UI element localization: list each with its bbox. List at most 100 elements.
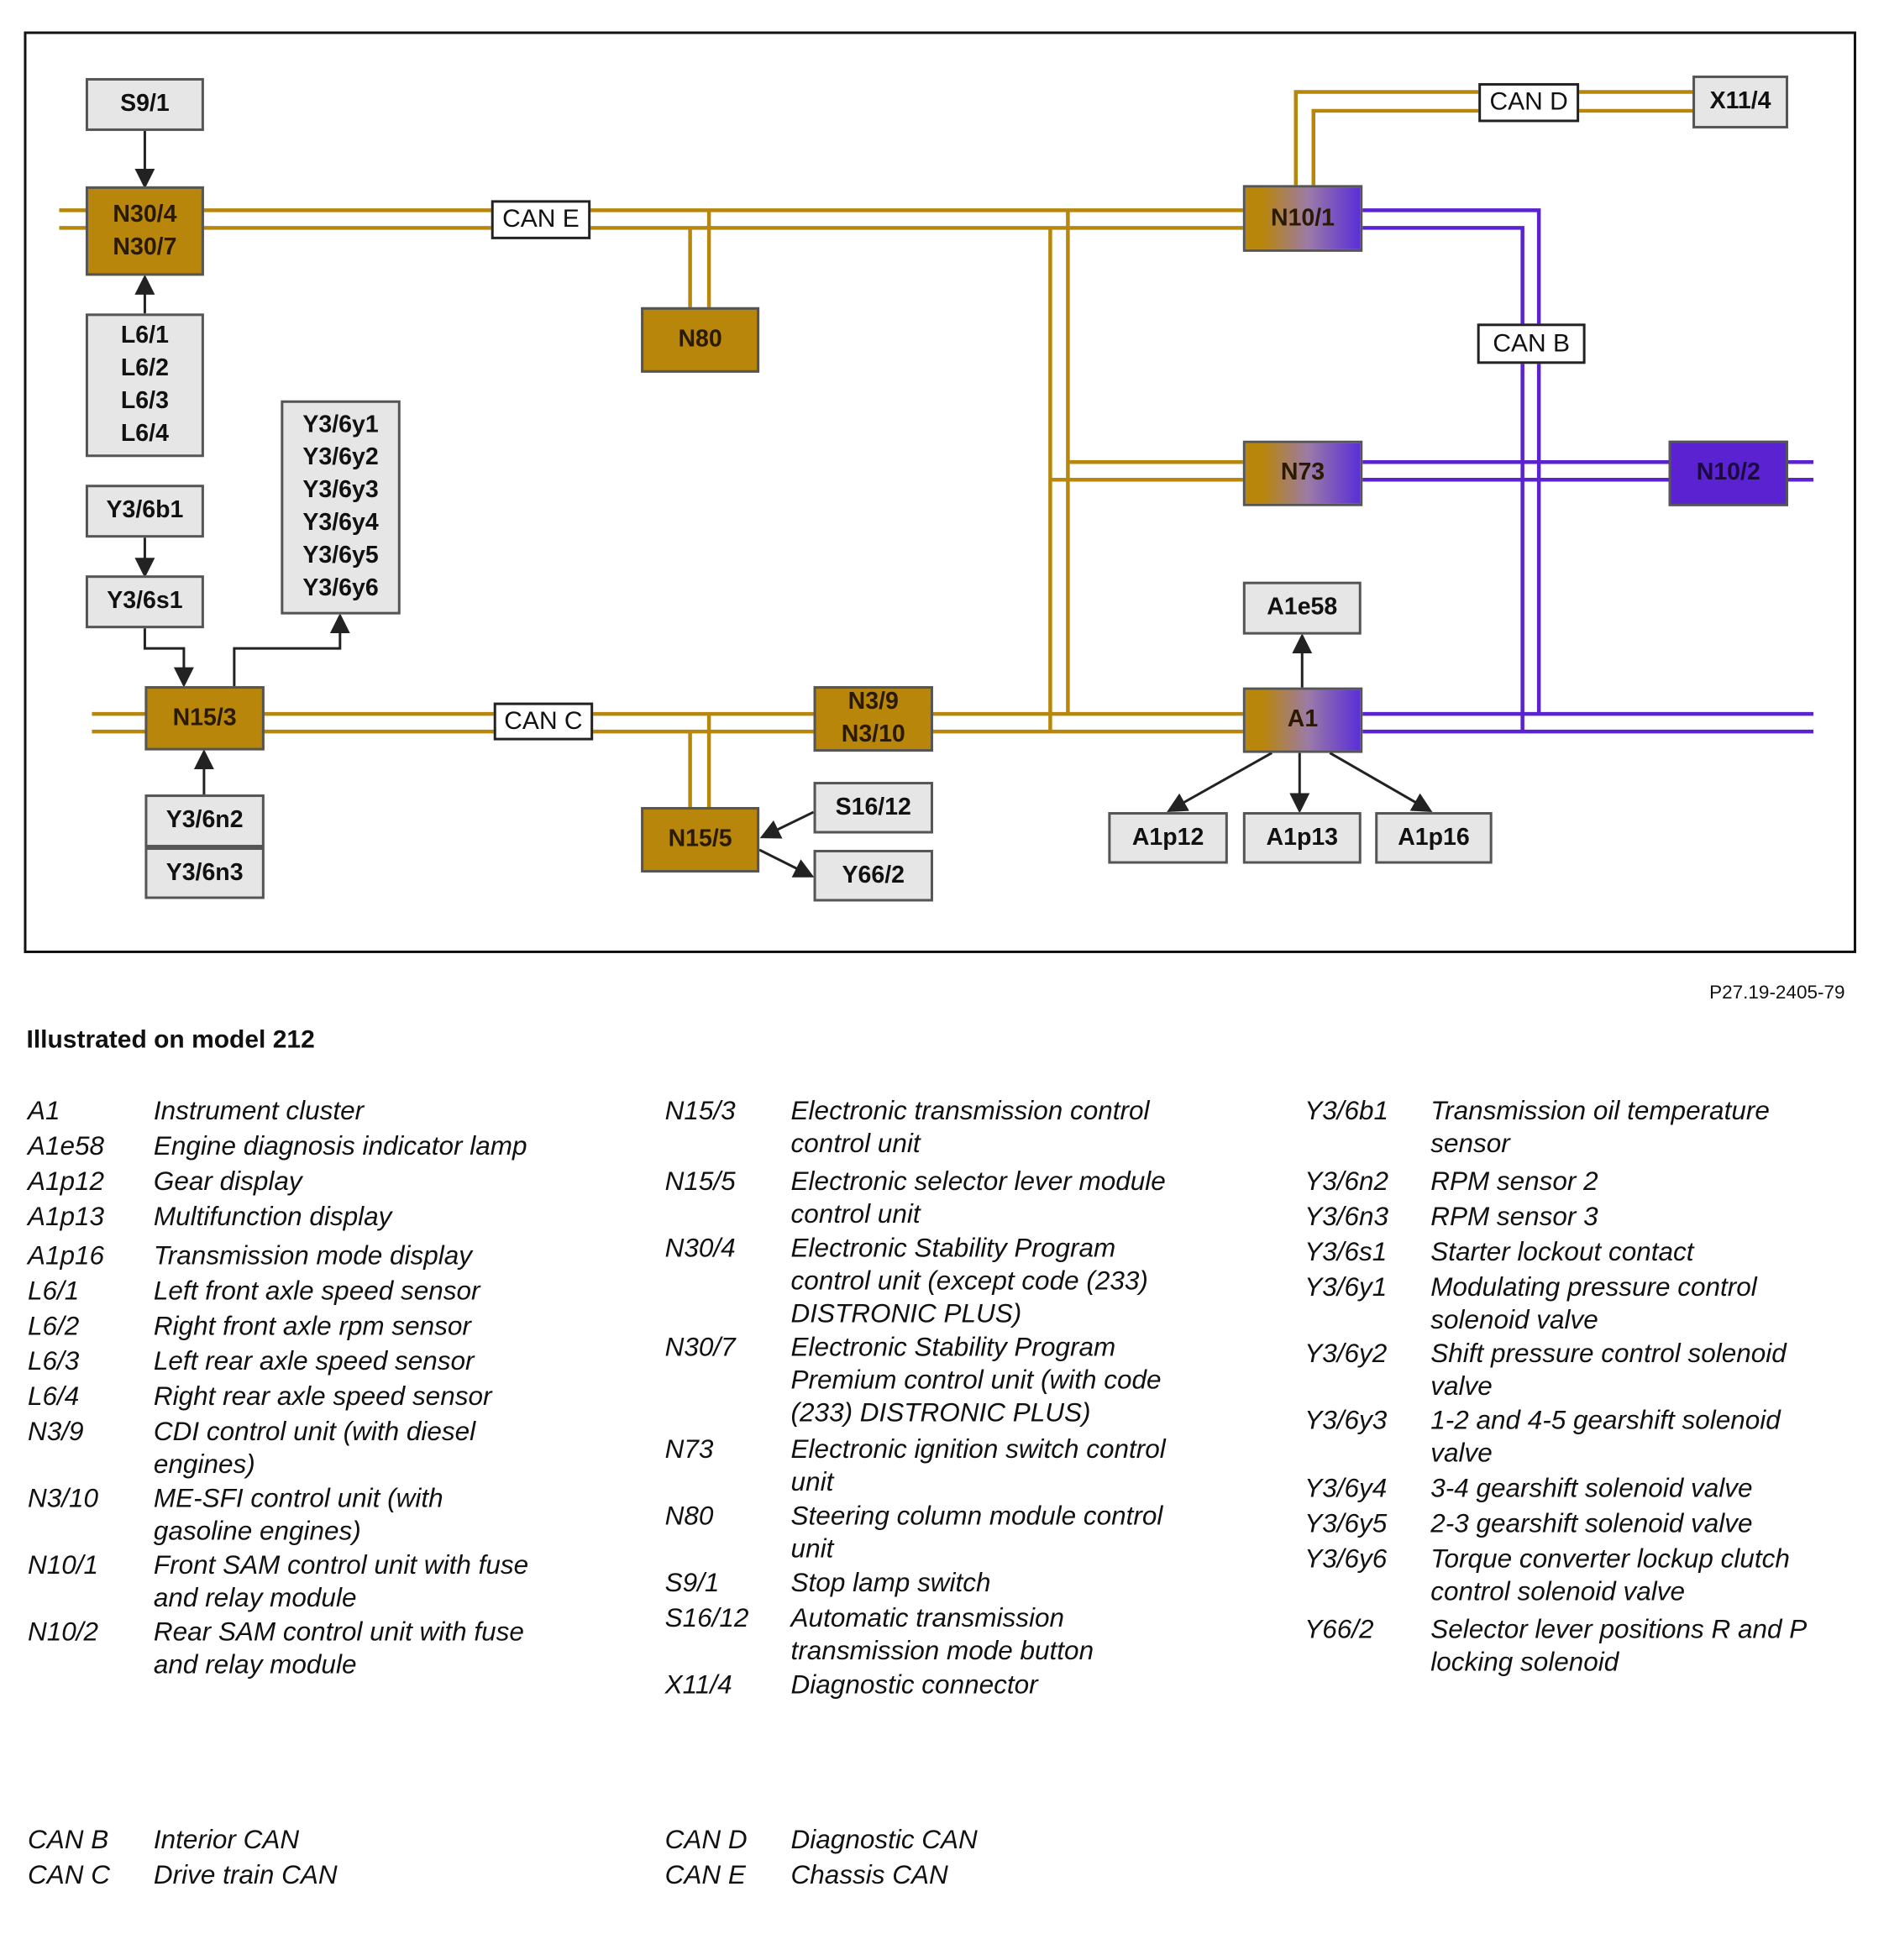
bus-label-can-b: CAN B [1477, 323, 1586, 364]
component-a1e58: A1e58 [1242, 581, 1362, 635]
figure-code: P27.19-2405-79 [1709, 982, 1845, 1004]
component-a1p16: A1p16 [1375, 812, 1493, 864]
legend-description: Left rear axle speed sensor [153, 1347, 475, 1376]
component-label: L6/2 [120, 354, 169, 382]
bus-label-can-e: CAN E [491, 200, 591, 239]
component-label: Y3/6y4 [302, 510, 379, 537]
component-a1p13: A1p13 [1242, 812, 1362, 864]
legend-code: Y3/6b1 [1304, 1096, 1389, 1126]
legend-description: Interior CAN [153, 1825, 300, 1855]
legend-description: Diagnostic CAN [790, 1825, 978, 1855]
component-a1: A1 [1242, 687, 1363, 753]
legend-code: A1e58 [27, 1131, 105, 1161]
component-n3: N3/9 N3/10 [813, 686, 933, 752]
legend-description: Right front axle rpm sensor [153, 1312, 471, 1341]
component-label: Y3/6y2 [302, 444, 379, 471]
legend-description: Chassis CAN [790, 1860, 948, 1890]
legend-description: 3-4 gearshift solenoid valve [1430, 1474, 1753, 1504]
bus-label-can-c: CAN C [493, 702, 594, 741]
legend-code: S9/1 [664, 1569, 720, 1598]
component-y66-2: Y66/2 [813, 850, 933, 902]
bus-label-can-d: CAN D [1478, 82, 1580, 123]
component-n15-3: N15/3 [144, 686, 265, 751]
component-n80: N80 [641, 307, 760, 373]
legend-code: A1p13 [27, 1202, 105, 1232]
legend-code: N3/10 [27, 1484, 99, 1514]
legend-code: Y3/6y1 [1304, 1272, 1388, 1302]
component-label: N10/2 [1696, 459, 1760, 486]
component-label: Y3/6n3 [165, 859, 244, 886]
component-y3-6n3: Y3/6n3 [144, 847, 265, 899]
legend-code: Y3/6y4 [1304, 1474, 1388, 1504]
legend-code: Y66/2 [1304, 1615, 1374, 1645]
legend-description: Electronic selector lever module control… [790, 1166, 1166, 1229]
legend-code: Y3/6y5 [1304, 1509, 1388, 1539]
component-label: N30/4 [113, 201, 177, 228]
component-n73: N73 [1242, 440, 1363, 506]
legend-code: N15/3 [664, 1096, 736, 1126]
component-n15-5: N15/5 [641, 807, 760, 873]
component-a1p12: A1p12 [1108, 812, 1228, 864]
legend-description: Front SAM control unit with fuse and rel… [153, 1551, 529, 1613]
legend-description: Torque converter lockup clutch control s… [1430, 1544, 1790, 1607]
legend-description: Drive train CAN [153, 1860, 338, 1890]
legend-description: Electronic Stability Program control uni… [790, 1234, 1148, 1329]
legend-code: N15/5 [664, 1166, 736, 1197]
legend-description: 1-2 and 4-5 gearshift solenoid valve [1430, 1406, 1781, 1469]
legend-code: N73 [664, 1435, 714, 1465]
legend-code: A1 [27, 1096, 60, 1126]
legend-code: Y3/6n2 [1304, 1166, 1389, 1197]
legend-description: Gear display [153, 1166, 302, 1197]
component-label: X11/4 [1709, 87, 1771, 115]
legend-code: A1p16 [27, 1241, 105, 1271]
legend-code: Y3/6y6 [1304, 1544, 1388, 1575]
legend-description: Automatic transmission transmission mode… [790, 1604, 1094, 1666]
component-l6: L6/1 L6/2 L6/3 L6/4 [85, 313, 204, 458]
component-label: Y3/6b1 [106, 497, 184, 524]
component-s9-1: S9/1 [85, 77, 204, 131]
legend-description: Shift pressure control solenoid valve [1430, 1339, 1787, 1402]
legend-code: N10/1 [27, 1551, 99, 1580]
legend-description: Left front axle speed sensor [153, 1276, 480, 1306]
legend-code: X11/4 [664, 1670, 732, 1701]
legend-description: Modulating pressure control solenoid val… [1430, 1272, 1757, 1335]
legend-code: N80 [664, 1501, 714, 1532]
legend-description: Selector lever positions R and P locking… [1430, 1615, 1808, 1678]
component-n10-1: N10/1 [1242, 185, 1363, 252]
component-label: L6/4 [120, 420, 169, 448]
legend-code: Y3/6s1 [1304, 1237, 1388, 1267]
arrow-icon [1167, 752, 1273, 812]
legend-description: Stop lamp switch [790, 1569, 991, 1598]
component-label: N15/3 [172, 704, 237, 731]
component-label: Y3/6n2 [165, 807, 244, 834]
component-label: N73 [1280, 459, 1325, 486]
arrow-icon [759, 810, 815, 839]
legend-description: Right rear axle speed sensor [153, 1382, 492, 1412]
legend-description: Transmission oil temperature sensor [1430, 1096, 1770, 1159]
legend-code: CAN E [664, 1860, 746, 1890]
legend-description: 2-3 gearshift solenoid valve [1430, 1509, 1753, 1539]
arrow-icon [143, 628, 194, 688]
component-n10-2: N10/2 [1668, 440, 1789, 506]
component-label: A1e58 [1267, 594, 1338, 621]
legend-description: Electronic ignition switch control unit [790, 1435, 1166, 1497]
legend-description: Engine diagnosis indicator lamp [153, 1131, 527, 1161]
arrow-icon [758, 848, 815, 878]
component-label: S9/1 [120, 90, 170, 118]
legend-description: Starter lockout contact [1430, 1237, 1694, 1267]
component-label: N15/5 [668, 825, 732, 853]
component-label: Y3/6y6 [302, 575, 379, 602]
legend-code: CAN C [27, 1860, 110, 1890]
component-label: N3/9 [847, 689, 899, 715]
legend-code: N30/7 [664, 1333, 736, 1363]
component-n30: N30/4 N30/7 [85, 186, 204, 276]
legend-code: CAN B [27, 1825, 109, 1855]
legend-code: A1p12 [27, 1166, 105, 1197]
component-label: A1p16 [1398, 824, 1470, 851]
legend-code: S16/12 [664, 1604, 749, 1633]
legend-code: L6/4 [27, 1382, 80, 1412]
component-x11-4: X11/4 [1692, 75, 1789, 128]
legend-code: CAN D [664, 1825, 748, 1855]
legend-code: L6/2 [27, 1312, 80, 1341]
